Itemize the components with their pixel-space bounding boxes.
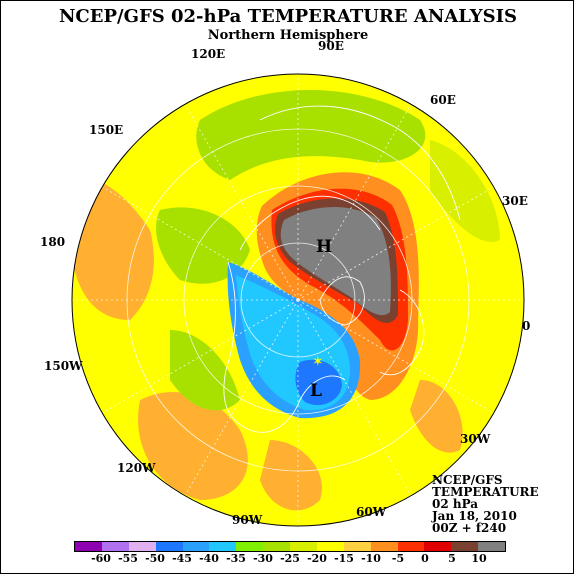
colorbar-tick-label: -35 bbox=[226, 552, 246, 565]
coastline-greenland bbox=[319, 276, 365, 326]
map-border bbox=[71, 73, 525, 527]
colorbar-tick-label: 0 bbox=[421, 552, 429, 565]
colorbar-swatch bbox=[101, 542, 129, 551]
coastline-asia bbox=[259, 105, 461, 221]
field-patch-south bbox=[260, 440, 322, 511]
field-patch-east-outer bbox=[410, 380, 463, 453]
lon-label: 150E bbox=[89, 123, 123, 137]
field-patch-west bbox=[72, 178, 154, 320]
low-pressure-marker: L bbox=[310, 381, 322, 401]
coastline-north-america bbox=[223, 261, 346, 433]
colorbar-swatch bbox=[290, 542, 317, 551]
colorbar-swatch bbox=[451, 542, 479, 551]
field-patch-north-green bbox=[196, 90, 426, 180]
colorbar-swatch bbox=[236, 542, 264, 551]
lon-label: 120W bbox=[117, 461, 156, 475]
lon-label: 90E bbox=[318, 39, 344, 53]
info-line: NCEP/GFS bbox=[432, 473, 503, 487]
colorbar-tick-label: 10 bbox=[471, 552, 487, 565]
field-patch-south-green bbox=[170, 330, 240, 411]
warm-core-gray bbox=[280, 206, 391, 316]
info-line: 00Z + f240 bbox=[432, 521, 507, 535]
field-patch-northeast-lime bbox=[430, 140, 500, 242]
info-line: Jan 18, 2010 bbox=[432, 509, 517, 523]
colorbar-swatch bbox=[75, 542, 102, 551]
colorbar-swatch bbox=[397, 542, 425, 551]
colorbar-swatch bbox=[478, 542, 505, 551]
colorbar-swatch bbox=[263, 542, 290, 551]
field-patch-west-green bbox=[156, 207, 250, 284]
lon-label: 30E bbox=[502, 194, 528, 208]
colorbar-swatch bbox=[370, 542, 398, 551]
colorbar-tick-label: -25 bbox=[280, 552, 300, 565]
lon-label: 60W bbox=[356, 505, 387, 519]
lon-label: 30W bbox=[460, 432, 491, 446]
lon-label: 0 bbox=[522, 319, 530, 333]
colorbar-ticks: -60 -55 -50 -45 -40 -35 -30 -25 -20 -15 -10 -5 0 5 10 bbox=[0, 552, 576, 566]
info-line: 02 hPa bbox=[432, 497, 479, 511]
lon-label: 90W bbox=[232, 513, 263, 527]
colorbar-swatch bbox=[316, 542, 344, 551]
colorbar-swatch bbox=[424, 542, 452, 551]
colorbar-tick-label: -20 bbox=[307, 552, 327, 565]
colorbar-swatch bbox=[343, 542, 371, 551]
colorbar-tick-label: -10 bbox=[361, 552, 381, 565]
colorbar-tick-label: -60 bbox=[91, 552, 111, 565]
colorbar bbox=[74, 541, 506, 552]
colorbar-tick-label: -30 bbox=[253, 552, 273, 565]
page-title: NCEP/GFS 02-hPa TEMPERATURE ANALYSIS bbox=[58, 6, 518, 27]
longitude-labels: 90E 60E 30E 0 30W 60W 90W 120W 150W 180 … bbox=[40, 39, 530, 527]
coastline-eurasia bbox=[239, 195, 381, 251]
lon-label: 120E bbox=[191, 47, 225, 61]
colorbar-swatch bbox=[155, 542, 183, 551]
field-patch-southwest bbox=[138, 391, 248, 500]
coastlines bbox=[223, 105, 461, 433]
info-box: NCEP/GFS TEMPERATURE 02 hPa Jan 18, 2010… bbox=[432, 474, 539, 534]
colorbar-tick-label: -40 bbox=[199, 552, 219, 565]
colorbar-tick-label: -5 bbox=[391, 552, 405, 565]
page-subtitle: Northern Hemisphere bbox=[207, 28, 369, 43]
colorbar-tick-label: -50 bbox=[145, 552, 165, 565]
lon-label: 60E bbox=[430, 93, 456, 107]
high-pressure-marker: H bbox=[316, 237, 332, 257]
colorbar-swatch bbox=[182, 542, 210, 551]
lon-label: 150W bbox=[44, 359, 83, 373]
colorbar-swatch bbox=[209, 542, 237, 551]
coastline-europe bbox=[379, 289, 425, 376]
cold-pool-core bbox=[295, 359, 342, 406]
colorbar-swatch bbox=[128, 542, 156, 551]
colorbar-tick-label: -15 bbox=[334, 552, 354, 565]
pole-marker-icon: ✶ bbox=[312, 354, 324, 370]
info-line: TEMPERATURE bbox=[432, 485, 539, 499]
colorbar-tick-label: -45 bbox=[172, 552, 192, 565]
colorbar-tick-label: 5 bbox=[448, 552, 456, 565]
lon-label: 180 bbox=[40, 235, 65, 249]
colorbar-tick-label: -55 bbox=[118, 552, 138, 565]
